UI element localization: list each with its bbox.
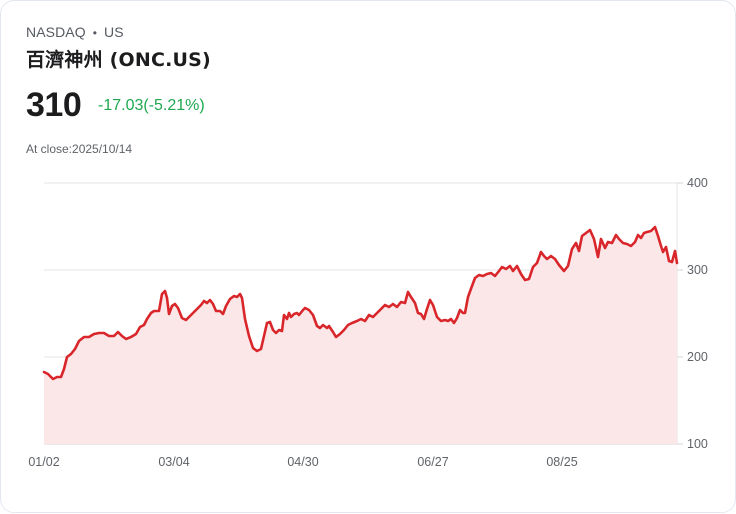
price-change: -17.03(-5.21%) [98,97,205,114]
x-tick-0825: 08/25 [546,455,577,469]
x-tick-0304: 03/04 [158,455,189,469]
x-tick-0102: 01/02 [28,455,59,469]
x-tick-0430: 04/30 [287,455,318,469]
y-axis-labels: 400 300 200 100 [687,176,708,451]
price-line [42,225,679,381]
y-tick-300: 300 [687,263,708,277]
exchange-line: NASDAQ • US [26,24,124,40]
x-axis-labels: 01/02 03/04 04/30 06/27 08/25 [28,455,577,469]
separator-dot: • [92,26,98,40]
exchange-name: NASDAQ [26,24,86,40]
area-fill [44,227,677,444]
close-date: At close:2025/10/14 [26,142,133,156]
x-tick-0627: 06/27 [417,455,448,469]
y-tick-400: 400 [687,176,708,190]
stock-price: 310 [26,86,82,124]
y-tick-200: 200 [687,350,708,364]
market-name: US [104,24,124,40]
stock-title: 百濟神州 (ONC.US) [26,49,211,71]
y-tick-100: 100 [687,437,708,451]
